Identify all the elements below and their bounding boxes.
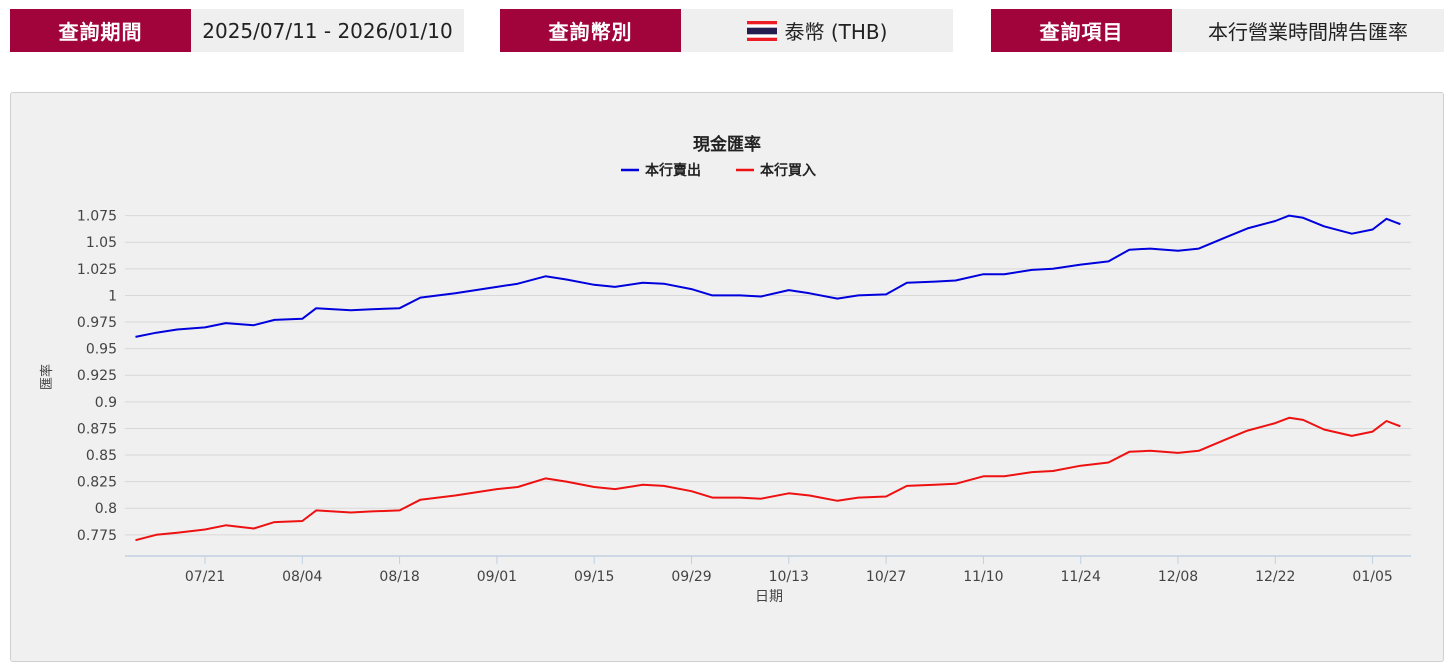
axes: 0.775 0.8 0.825 0.85 0.875 0.9 0.925 0.95 0.975 1… (77, 209, 1411, 585)
query-currency-value: 泰幣 (THB) (784, 20, 888, 44)
series-line-buy (135, 416, 1401, 542)
gridlines (125, 215, 1411, 536)
x-tick-label: 09/01 (477, 569, 517, 585)
series-lines (135, 214, 1401, 542)
x-tick-label: 09/29 (671, 569, 711, 585)
x-tick-label: 10/27 (866, 569, 906, 585)
x-tick-label: 12/08 (1158, 569, 1198, 585)
x-tick-label: 11/10 (963, 569, 1003, 585)
query-period-group: 查詢期間 2025/07/11 - 2026/01/10 (10, 9, 464, 52)
legend: 本行賣出 本行買入 (621, 162, 816, 179)
y-tick-label: 0.95 (86, 342, 117, 358)
y-tick-label: 1.075 (77, 209, 117, 225)
query-currency-select[interactable]: 泰幣 (THB) (681, 9, 953, 52)
query-item-label: 查詢項目 (991, 9, 1172, 52)
legend-label-buy: 本行買入 (760, 162, 816, 179)
chart-panel: 0.775 0.8 0.825 0.85 0.875 0.9 0.925 0.95 0.975 1… (10, 92, 1444, 662)
x-tick-label: 09/15 (574, 569, 614, 585)
y-tick-label: 0.85 (86, 448, 117, 464)
y-tick-label: 0.9 (95, 395, 117, 411)
y-tick-label: 0.775 (77, 528, 117, 544)
legend-item-buy[interactable]: 本行買入 (736, 162, 816, 179)
query-currency-label: 查詢幣別 (500, 9, 681, 52)
query-item-group: 查詢項目 本行營業時間牌告匯率 (991, 9, 1444, 52)
y-tick-label: 0.875 (77, 421, 117, 437)
query-currency-group: 查詢幣別 泰幣 (THB) (500, 9, 953, 52)
y-tick-label: 0.825 (77, 475, 117, 491)
x-axis-title: 日期 (755, 589, 783, 605)
query-period-label: 查詢期間 (10, 9, 191, 52)
y-tick-label: 1.05 (86, 235, 117, 251)
y-tick-label: 0.975 (77, 315, 117, 331)
y-tick-label: 0.8 (95, 501, 117, 517)
y-tick-label: 0.925 (77, 368, 117, 384)
x-tick-label: 11/24 (1061, 569, 1101, 585)
y-axis-title: 匯率 (39, 364, 55, 390)
y-tick-label: 1 (108, 288, 117, 304)
exchange-rate-chart: 0.775 0.8 0.825 0.85 0.875 0.9 0.925 0.95 0.975 1… (39, 134, 1411, 605)
thailand-flag-icon (746, 20, 777, 41)
x-tick-label: 08/04 (282, 569, 322, 585)
legend-label-sell: 本行賣出 (645, 162, 701, 179)
x-tick-label: 10/13 (769, 569, 809, 585)
x-tick-label: 08/18 (379, 569, 419, 585)
chart-title: 現金匯率 (693, 134, 761, 155)
x-tick-label: 01/05 (1352, 569, 1392, 585)
x-tick-label: 12/22 (1255, 569, 1295, 585)
query-item-value[interactable]: 本行營業時間牌告匯率 (1172, 9, 1444, 52)
query-period-value[interactable]: 2025/07/11 - 2026/01/10 (191, 9, 464, 52)
y-tick-label: 1.025 (77, 262, 117, 278)
x-tick-label: 07/21 (185, 569, 225, 585)
series-line-sell (135, 214, 1401, 338)
legend-item-sell[interactable]: 本行賣出 (621, 162, 701, 179)
